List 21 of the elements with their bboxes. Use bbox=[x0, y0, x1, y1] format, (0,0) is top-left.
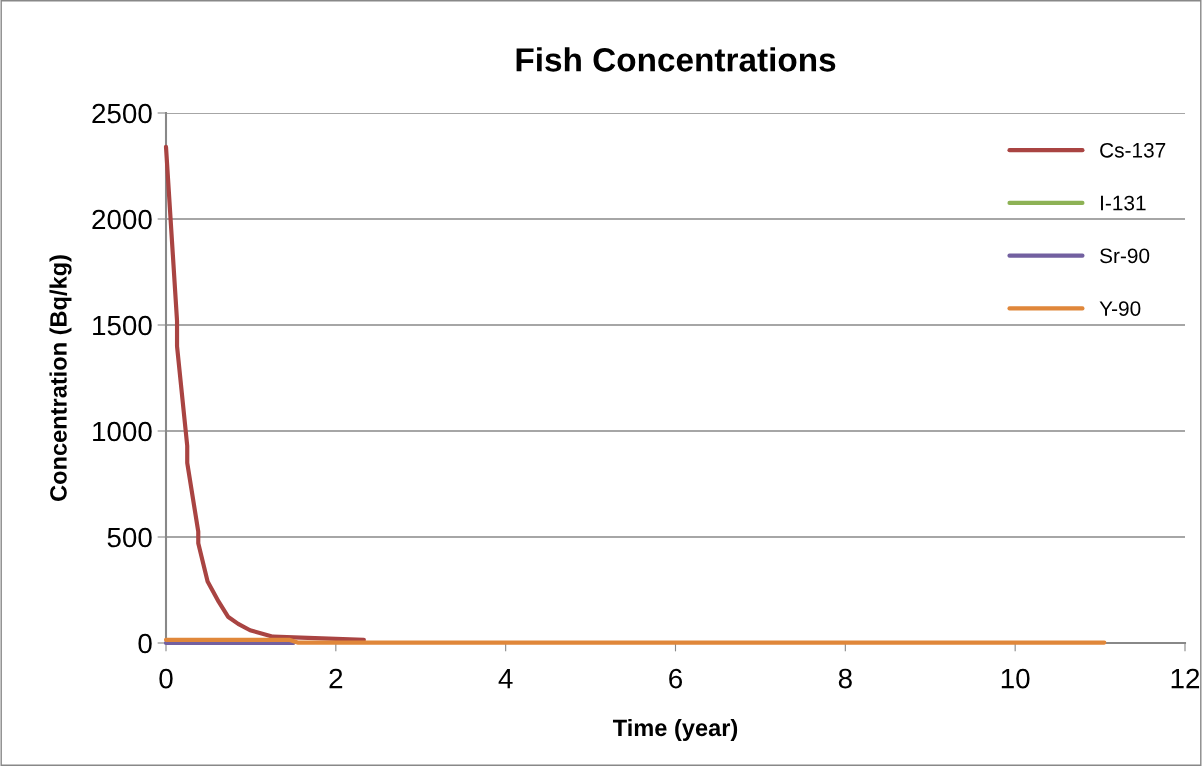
legend-label: Cs-137 bbox=[1100, 142, 1166, 158]
y-tick-label: 2500 bbox=[92, 103, 152, 124]
legend-label: Sr-90 bbox=[1100, 248, 1150, 264]
x-tick-label: 2 bbox=[329, 668, 343, 689]
y-tick-label: 1000 bbox=[93, 421, 152, 442]
y-tick-label: 1500 bbox=[93, 315, 152, 336]
x-tick-label: 12 bbox=[1171, 668, 1200, 689]
x-tick-label: 8 bbox=[838, 668, 852, 689]
line-series bbox=[163, 144, 366, 642]
y-axis-title: Concentration (Bq/kg) bbox=[49, 255, 72, 501]
x-tick-label: 4 bbox=[498, 669, 513, 689]
x-tick-label: 6 bbox=[669, 668, 682, 689]
legend-label: Y-90 bbox=[1099, 301, 1141, 316]
legend-label: I-131 bbox=[1101, 195, 1146, 211]
y-tick-label: 500 bbox=[107, 527, 152, 548]
x-tick-label: 0 bbox=[159, 668, 173, 689]
x-axis-title: Time (year) bbox=[612, 718, 738, 741]
x-tick-label: 10 bbox=[1001, 668, 1030, 689]
y-tick-label: 0 bbox=[138, 633, 152, 654]
y-tick-label: 2000 bbox=[92, 209, 152, 230]
chart-title: Fish Concentrations bbox=[516, 47, 836, 72]
